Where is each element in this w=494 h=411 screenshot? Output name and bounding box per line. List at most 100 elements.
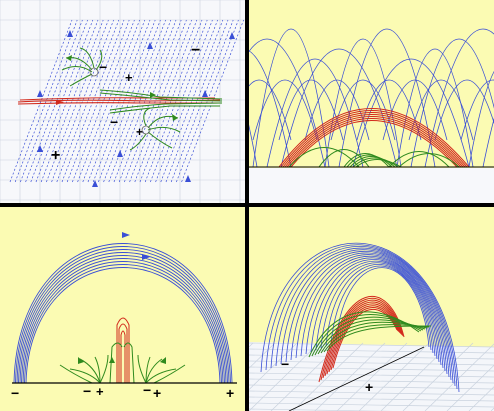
panel-top-view: − + − − + + bbox=[0, 0, 245, 203]
dashed-field-line bbox=[14, 19, 78, 183]
panel-side-view: − − + − + + bbox=[0, 207, 245, 411]
dashed-field-line bbox=[82, 19, 146, 183]
green-line bbox=[69, 368, 101, 384]
blue-field-arches bbox=[13, 243, 233, 384]
green-field-lines bbox=[59, 342, 186, 384]
dashed-field-line bbox=[35, 19, 99, 183]
blue-arrow bbox=[147, 42, 153, 49]
blue-loop bbox=[352, 58, 470, 168]
charge-circles bbox=[89, 67, 151, 135]
green-line bbox=[95, 49, 103, 71]
grid-line bbox=[292, 342, 364, 411]
blue-arch bbox=[16, 249, 230, 384]
dashed-field-line bbox=[160, 19, 224, 183]
green-loop bbox=[318, 149, 370, 168]
red-field-lines bbox=[17, 97, 222, 105]
dashed-field-line bbox=[46, 19, 109, 183]
dashed-field-line bbox=[113, 19, 177, 183]
charge-sign-minus: − bbox=[99, 59, 107, 75]
green-loop bbox=[343, 153, 390, 168]
green-line bbox=[61, 66, 93, 73]
green-loop bbox=[388, 151, 450, 168]
blue-loop bbox=[424, 28, 494, 168]
grid-line bbox=[249, 408, 393, 411]
green-line bbox=[129, 133, 147, 151]
charge-sign-plus: + bbox=[153, 385, 161, 401]
blue-arrow bbox=[37, 145, 43, 152]
red-loop bbox=[280, 110, 468, 168]
dashed-field-line bbox=[9, 19, 73, 183]
green-arrow bbox=[78, 357, 84, 364]
charge-sign-minus: − bbox=[143, 382, 151, 398]
blue-loop bbox=[338, 28, 436, 168]
green-arrow bbox=[172, 114, 178, 121]
blue-loop bbox=[266, 58, 364, 168]
red-loop bbox=[324, 301, 402, 377]
grid-line bbox=[249, 402, 494, 408]
green-line bbox=[153, 364, 186, 384]
grid-line bbox=[380, 342, 452, 411]
dashed-field-line bbox=[181, 19, 244, 183]
red-loop bbox=[286, 116, 462, 168]
blue-loop bbox=[310, 259, 440, 363]
dashed-field-line bbox=[155, 19, 218, 183]
blue-arch-arrows bbox=[122, 232, 150, 260]
red-arrow bbox=[56, 100, 64, 105]
charge-sign-minus: − bbox=[110, 114, 118, 130]
dashed-field-line bbox=[103, 19, 166, 183]
grid-line bbox=[249, 342, 276, 369]
dashed-field-line bbox=[92, 19, 156, 183]
grid-line bbox=[249, 354, 494, 360]
green-loop bbox=[352, 157, 399, 168]
red-loop bbox=[278, 108, 470, 168]
charge-sign-plus: + bbox=[226, 385, 234, 401]
charge-sign-minus: − bbox=[11, 385, 19, 401]
dashed-field-line bbox=[170, 19, 234, 183]
red-line bbox=[17, 99, 221, 103]
green-line bbox=[145, 356, 151, 384]
green-arrow bbox=[150, 92, 156, 98]
grid-line bbox=[358, 342, 430, 411]
blue-loop bbox=[275, 247, 454, 384]
charge-sign-plus: + bbox=[125, 70, 133, 85]
blue-loop bbox=[335, 267, 430, 348]
grid-line bbox=[249, 366, 494, 372]
green-field-lines bbox=[61, 47, 223, 151]
dashed-field-line bbox=[20, 19, 83, 183]
grid-line bbox=[446, 364, 494, 411]
dashed-field-line bbox=[176, 19, 239, 183]
green-arrow bbox=[66, 55, 72, 61]
grid-line bbox=[336, 342, 408, 411]
blue-dashed-field-lines bbox=[9, 19, 244, 183]
blue-arch bbox=[19, 255, 227, 384]
green-arrow bbox=[160, 357, 166, 364]
green-line bbox=[79, 358, 101, 384]
red-loop bbox=[290, 120, 458, 168]
blue-arrow bbox=[117, 150, 123, 157]
charge-circle bbox=[141, 125, 151, 135]
grid-line bbox=[249, 390, 494, 396]
dashed-field-line bbox=[144, 19, 208, 183]
blue-loop bbox=[468, 70, 494, 168]
dashed-field-line bbox=[40, 19, 104, 183]
red-loop bbox=[284, 114, 464, 168]
blue-arrow bbox=[142, 254, 150, 260]
dashed-field-line bbox=[87, 19, 151, 183]
grid-line bbox=[424, 343, 494, 411]
ground-diagonal bbox=[288, 346, 425, 411]
red-loop bbox=[120, 330, 126, 383]
green-loop bbox=[326, 325, 432, 352]
green-line bbox=[99, 89, 223, 100]
blue-loop bbox=[396, 48, 474, 168]
charge-sign-minus: − bbox=[191, 42, 200, 59]
charge-sign-plus: + bbox=[136, 125, 143, 139]
blue-loop bbox=[295, 254, 446, 372]
grid-line bbox=[249, 372, 494, 378]
blue-loop bbox=[410, 38, 494, 168]
green-loop bbox=[288, 147, 360, 168]
blue-loop bbox=[460, 79, 494, 141]
red-loop bbox=[116, 317, 130, 383]
green-line bbox=[147, 126, 181, 133]
blue-arch bbox=[22, 261, 224, 384]
dashed-field-line bbox=[129, 19, 192, 183]
